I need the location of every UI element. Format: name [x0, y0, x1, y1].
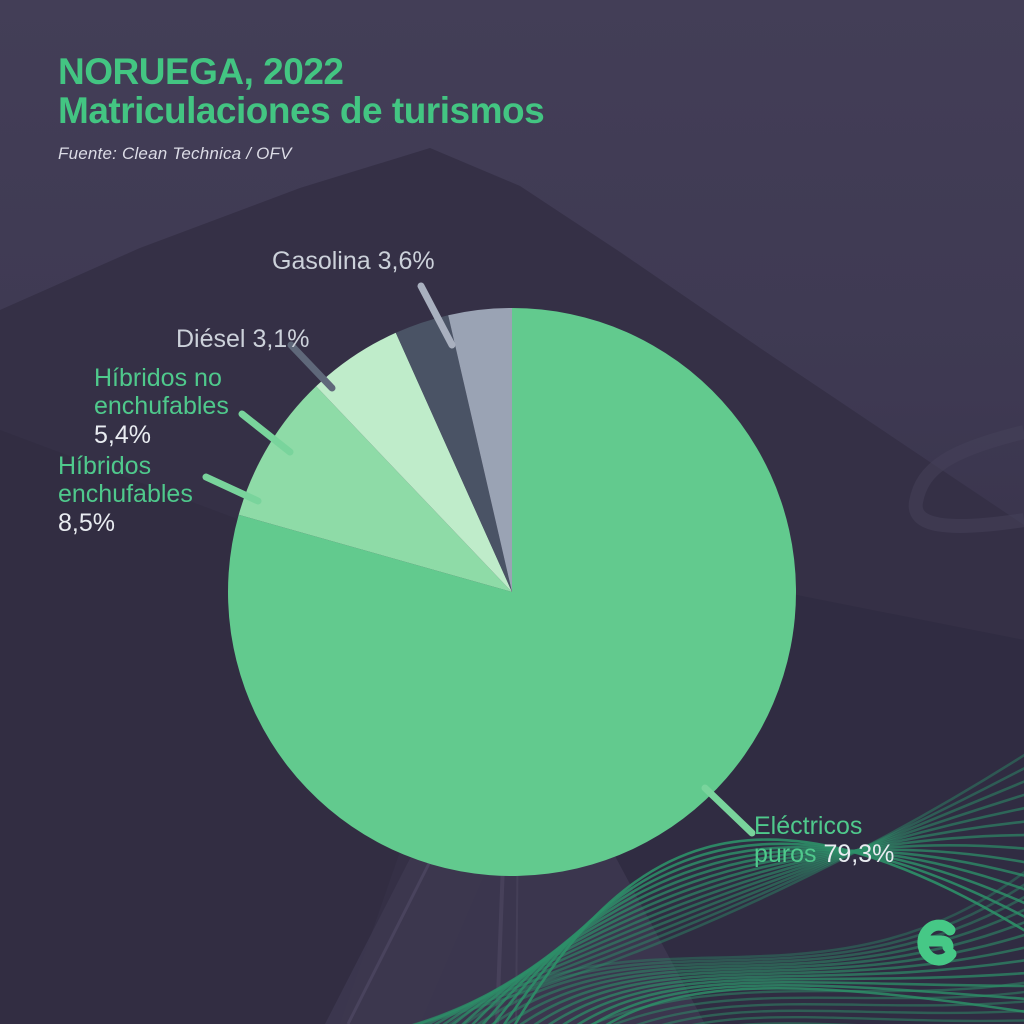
label-hibridos-enchufables-name: Híbridos enchufables: [58, 452, 193, 509]
label-electricos-puros-value: 79,3%: [823, 840, 895, 869]
label-electricos-puros-name: Eléctricos puros: [754, 812, 863, 869]
pie-slice-gasolina: [448, 307, 512, 592]
leader-line-electricos-puros: [701, 784, 756, 837]
leader-line-hibridos-no-enchufables: [238, 410, 294, 456]
header: NORUEGA, 2022 Matriculaciones de turismo…: [58, 51, 545, 164]
pie-slice-hibridos-enchufables: [238, 386, 512, 592]
mountain-ridge-shadow: [0, 430, 470, 1024]
label-gasolina: Gasolina 3,6%: [272, 247, 435, 275]
label-diesel-name: Diésel: [176, 325, 246, 353]
label-hibridos-no-enchufables-value: 5,4%: [94, 420, 151, 449]
label-electricos-puros: Eléctricos puros 79,3%: [754, 812, 920, 869]
hillside-road: [908, 425, 1024, 533]
label-hibridos-enchufables: Híbridos enchufables 8,5%: [58, 452, 224, 537]
pie-slice-hibridos-no-enchufables: [316, 332, 512, 592]
leader-line-diesel: [287, 341, 336, 392]
label-diesel: Diésel 3,1%: [176, 325, 309, 353]
source-caption: Fuente: Clean Technica / OFV: [58, 144, 292, 164]
label-hibridos-no-enchufables: Híbridos no enchufables 5,4%: [94, 364, 264, 449]
leader-line-gasolina: [417, 282, 456, 349]
leader-line-hibridos-enchufables: [202, 473, 262, 505]
label-hibridos-no-enchufables-name: Híbridos no enchufables: [94, 364, 229, 421]
label-gasolina-name: Gasolina: [272, 247, 371, 275]
logo-e-icon: [917, 919, 957, 966]
pie-slice-electricos-puros: [228, 308, 797, 876]
page-title: NORUEGA, 2022 Matriculaciones de turismo…: [58, 51, 545, 132]
title-line-2: Matriculaciones de turismos: [58, 90, 545, 132]
label-gasolina-value: 3,6%: [377, 247, 435, 275]
title-line-1: NORUEGA, 2022: [58, 51, 344, 92]
pie-slice-diesel: [395, 315, 512, 592]
label-diesel-value: 3,1%: [252, 325, 310, 353]
label-hibridos-enchufables-value: 8,5%: [58, 508, 115, 537]
